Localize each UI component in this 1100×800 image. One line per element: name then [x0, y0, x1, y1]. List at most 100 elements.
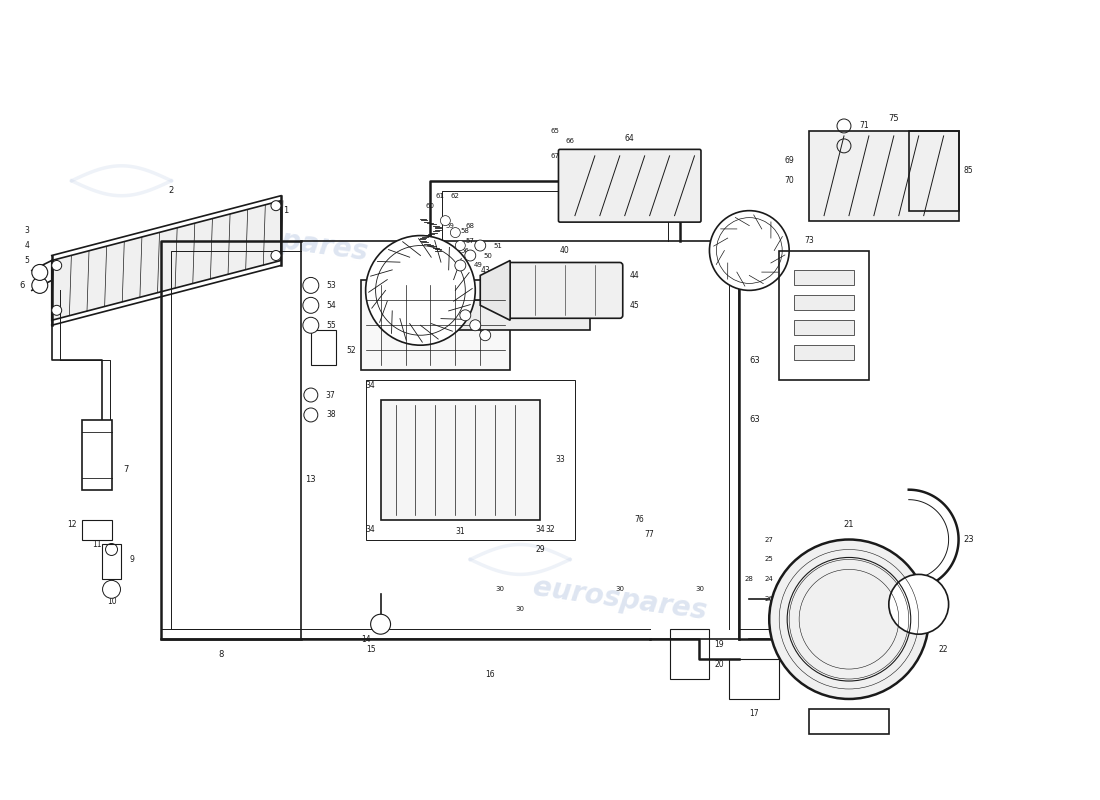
- Circle shape: [271, 250, 281, 261]
- Text: 58: 58: [461, 227, 470, 234]
- Text: 21: 21: [844, 520, 855, 529]
- Text: 32: 32: [546, 525, 554, 534]
- Text: 45: 45: [630, 301, 639, 310]
- Text: 41: 41: [416, 286, 426, 295]
- Circle shape: [465, 250, 476, 261]
- Text: 54: 54: [326, 301, 336, 310]
- Text: 34: 34: [536, 525, 544, 534]
- Text: 30: 30: [695, 586, 704, 592]
- Bar: [794, 295, 854, 310]
- Text: 30: 30: [615, 586, 625, 592]
- Text: 61: 61: [910, 182, 918, 189]
- Bar: [909, 131, 958, 210]
- Text: 5: 5: [24, 256, 30, 265]
- Text: 75: 75: [889, 114, 899, 123]
- Bar: [670, 630, 710, 679]
- Text: 47: 47: [488, 322, 497, 328]
- Text: 23: 23: [964, 535, 974, 544]
- Text: 30: 30: [516, 606, 525, 612]
- Text: 26: 26: [764, 596, 773, 602]
- Circle shape: [32, 265, 47, 281]
- Text: 49: 49: [474, 262, 483, 269]
- Text: 60: 60: [426, 202, 434, 209]
- Text: 24: 24: [764, 576, 773, 582]
- Text: 38: 38: [326, 410, 336, 419]
- Text: 56: 56: [461, 247, 470, 254]
- Text: 19: 19: [715, 640, 724, 649]
- Text: 11: 11: [91, 540, 101, 549]
- Bar: [361, 281, 510, 370]
- Text: 28: 28: [745, 576, 754, 582]
- Circle shape: [454, 260, 465, 271]
- Circle shape: [470, 320, 481, 330]
- Text: 68: 68: [465, 222, 475, 229]
- Circle shape: [769, 539, 928, 699]
- Text: 52: 52: [345, 346, 355, 354]
- Text: 35: 35: [515, 281, 526, 290]
- Text: 25: 25: [764, 557, 773, 562]
- Text: 9: 9: [129, 555, 134, 564]
- Text: 15: 15: [366, 645, 375, 654]
- Text: 4: 4: [24, 241, 30, 250]
- Text: 53: 53: [326, 281, 336, 290]
- Circle shape: [460, 310, 471, 321]
- Circle shape: [302, 318, 319, 334]
- Text: 67: 67: [934, 158, 943, 164]
- Bar: [794, 345, 854, 360]
- Text: 69: 69: [784, 156, 794, 166]
- Text: 14: 14: [361, 634, 371, 644]
- FancyBboxPatch shape: [559, 150, 701, 222]
- Bar: [810, 131, 958, 221]
- Text: 48: 48: [498, 332, 507, 338]
- Text: 36: 36: [371, 361, 381, 370]
- Text: 55: 55: [326, 321, 336, 330]
- Text: 73: 73: [804, 236, 814, 245]
- Circle shape: [365, 235, 475, 345]
- Circle shape: [302, 298, 319, 314]
- Bar: [365, 380, 575, 539]
- Bar: [311, 330, 336, 365]
- Text: 17: 17: [749, 710, 759, 718]
- Text: 31: 31: [455, 527, 465, 536]
- Text: 40: 40: [560, 246, 570, 255]
- Text: 16: 16: [485, 670, 495, 678]
- Text: 57: 57: [465, 238, 475, 243]
- Circle shape: [480, 330, 491, 341]
- Text: 33: 33: [556, 455, 564, 464]
- Circle shape: [710, 210, 789, 290]
- Bar: [779, 250, 869, 380]
- Text: 13: 13: [306, 475, 316, 484]
- Polygon shape: [481, 261, 510, 320]
- Bar: [81, 519, 111, 539]
- Text: 72: 72: [859, 142, 869, 150]
- Text: 62: 62: [910, 163, 918, 169]
- Text: 34: 34: [366, 525, 375, 534]
- Text: 61: 61: [436, 193, 444, 198]
- Bar: [729, 659, 779, 699]
- Circle shape: [889, 574, 948, 634]
- Text: 63: 63: [749, 356, 760, 365]
- Bar: [440, 300, 590, 330]
- Text: 2: 2: [168, 186, 174, 195]
- Bar: [794, 270, 854, 286]
- Text: 60: 60: [910, 202, 918, 209]
- Text: 8: 8: [219, 650, 223, 658]
- Text: 6: 6: [19, 281, 24, 290]
- Bar: [81, 420, 111, 490]
- Text: 34: 34: [366, 381, 375, 390]
- Polygon shape: [52, 201, 280, 320]
- Text: 10: 10: [107, 597, 117, 606]
- Text: 51: 51: [494, 242, 503, 249]
- Circle shape: [440, 216, 450, 226]
- Text: 63: 63: [749, 415, 760, 425]
- Text: 44: 44: [630, 271, 639, 280]
- Text: 67: 67: [550, 153, 560, 159]
- Text: 65: 65: [550, 128, 560, 134]
- Text: 77: 77: [645, 530, 654, 539]
- Text: 46: 46: [478, 312, 487, 318]
- Bar: [794, 320, 854, 335]
- Bar: [101, 545, 121, 579]
- Text: 42: 42: [560, 322, 570, 332]
- Text: 22: 22: [939, 645, 948, 654]
- Text: 50: 50: [484, 253, 493, 258]
